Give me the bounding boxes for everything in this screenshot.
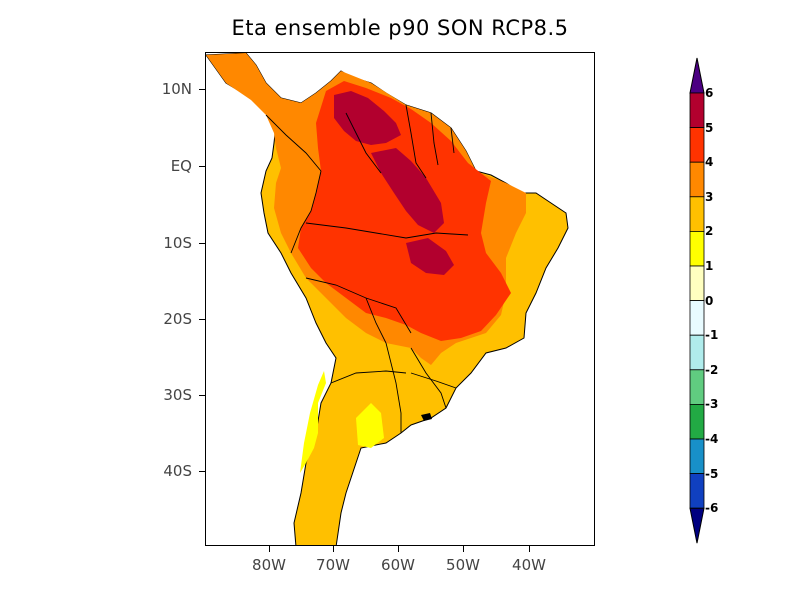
map-panel	[205, 52, 595, 546]
lon-tick	[398, 546, 399, 552]
continent-1-2-zone	[300, 371, 326, 473]
colorbar-tick-label: 4	[705, 155, 714, 170]
continent-1-2-patch	[356, 403, 384, 448]
lat-tick	[199, 319, 205, 320]
lon-label: 40W	[512, 556, 546, 574]
lon-tick	[333, 546, 334, 552]
colorbar-tick-label: -4	[705, 432, 719, 446]
anomaly-map	[206, 53, 569, 545]
lon-label: 80W	[252, 556, 286, 574]
continent-5-6-patch	[406, 238, 454, 275]
lat-label: 20S	[163, 310, 192, 328]
colorbar-band	[689, 473, 705, 509]
colorbar-tick-label: -6	[705, 501, 719, 516]
colorbar-tick-label: -2	[705, 362, 719, 377]
colorbar-bottom-arrow	[689, 507, 705, 544]
colorbar-tick-label: -3	[705, 397, 719, 412]
colorbar-band	[689, 230, 705, 267]
lat-tick	[199, 166, 205, 167]
lat-tick	[199, 243, 205, 244]
lon-tick	[463, 546, 464, 552]
map-title: Eta ensemble p90 SON RCP8.5	[231, 16, 569, 40]
lat-label: EQ	[170, 157, 192, 175]
colorbar-tick-label: -5	[705, 466, 719, 481]
lat-tick	[199, 471, 205, 472]
colorbar-band	[689, 265, 705, 301]
lat-label: 40S	[163, 462, 192, 480]
colorbar-band	[689, 334, 705, 371]
lat-tick	[199, 395, 205, 396]
colorbar-band	[689, 369, 705, 405]
lon-tick	[529, 546, 530, 552]
lon-label: 70W	[316, 556, 350, 574]
colorbar-band	[689, 161, 705, 198]
continent-5-6-patch	[371, 148, 444, 233]
colorbar-tick-label: -1	[705, 328, 719, 343]
lon-label: 50W	[446, 556, 480, 574]
island	[421, 413, 432, 421]
colorbar-tick-label: 2	[705, 224, 714, 239]
country-borders	[265, 104, 469, 433]
lat-label: 30S	[163, 386, 192, 404]
colorbar-top-arrow	[689, 57, 705, 94]
lat-label: 10N	[161, 80, 192, 98]
colorbar-tick-label: 0	[705, 293, 714, 308]
colorbar-tick-label: 3	[705, 189, 714, 204]
lat-label: 10S	[163, 234, 192, 252]
colorbar-band	[689, 403, 705, 440]
colorbar-band	[689, 196, 705, 232]
continent-4-5-zone	[298, 81, 511, 341]
colorbar-tick-label: 5	[705, 120, 714, 135]
colorbar-tick-label: 6	[705, 86, 714, 100]
continent-5-6-zone	[334, 91, 401, 145]
colorbar-band	[689, 92, 705, 128]
colorbar-band	[689, 300, 705, 336]
lon-label: 60W	[381, 556, 415, 574]
colorbar-band	[689, 438, 705, 474]
colorbar-band	[689, 127, 705, 163]
lon-tick	[269, 546, 270, 552]
lat-tick	[199, 89, 205, 90]
colorbar	[689, 57, 705, 544]
colorbar-tick-label: 1	[705, 259, 714, 273]
